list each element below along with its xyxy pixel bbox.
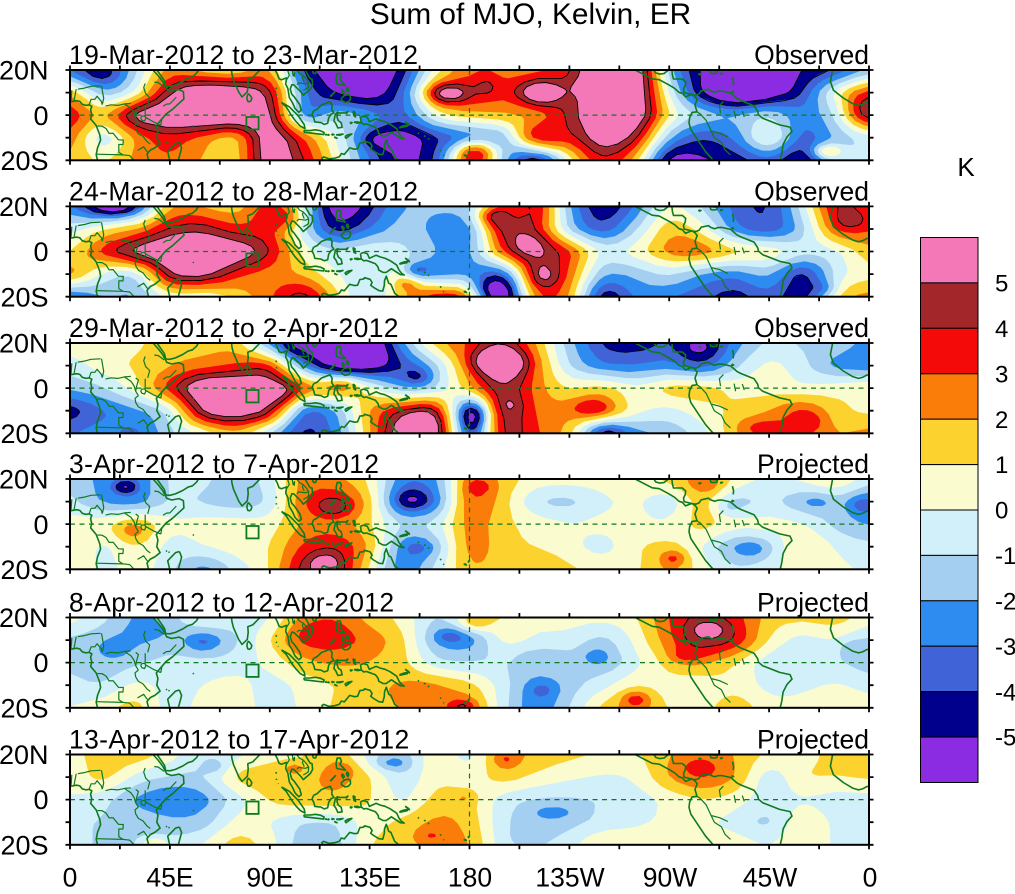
svg-text:20N: 20N [0,603,49,633]
svg-text:-4: -4 [995,679,1015,706]
svg-text:K: K [957,152,975,182]
svg-text:0: 0 [33,374,48,404]
svg-text:20N: 20N [0,56,49,86]
svg-text:0: 0 [33,237,48,267]
svg-text:3: 3 [995,361,1008,388]
svg-text:19-Mar-2012 to 23-Mar-2012: 19-Mar-2012 to 23-Mar-2012 [69,40,418,70]
svg-text:45E: 45E [146,863,193,890]
svg-text:-2: -2 [995,588,1015,615]
svg-text:1: 1 [995,452,1008,479]
svg-text:2: 2 [995,407,1008,434]
svg-text:90E: 90E [246,863,293,890]
svg-text:45W: 45W [743,863,798,890]
svg-text:Projected: Projected [757,449,869,479]
svg-text:20N: 20N [0,740,49,770]
svg-text:20S: 20S [0,419,48,449]
svg-text:Projected: Projected [757,725,869,755]
svg-text:-5: -5 [995,725,1015,752]
svg-text:8-Apr-2012 to 12-Apr-2012: 8-Apr-2012 to 12-Apr-2012 [69,588,394,618]
svg-text:180: 180 [448,863,492,890]
svg-text:20S: 20S [0,693,48,723]
svg-text:Observed: Observed [754,40,869,70]
svg-text:Observed: Observed [754,176,869,206]
svg-text:0: 0 [863,863,878,890]
svg-text:20S: 20S [0,282,48,312]
svg-text:0: 0 [995,498,1008,525]
svg-text:Projected: Projected [757,588,869,618]
svg-text:20N: 20N [0,329,49,359]
svg-text:5: 5 [995,271,1008,298]
svg-text:-1: -1 [995,543,1015,570]
svg-text:29-Mar-2012 to 2-Apr-2012: 29-Mar-2012 to 2-Apr-2012 [69,313,399,343]
svg-text:135E: 135E [339,863,401,890]
svg-text:24-Mar-2012 to 28-Mar-2012: 24-Mar-2012 to 28-Mar-2012 [69,176,418,206]
svg-text:Observed: Observed [754,313,869,343]
svg-text:0: 0 [33,785,48,815]
svg-text:13-Apr-2012 to 17-Apr-2012: 13-Apr-2012 to 17-Apr-2012 [69,725,410,755]
svg-text:20S: 20S [0,146,48,176]
svg-text:0: 0 [33,510,48,540]
svg-text:Sum of MJO, Kelvin, ER: Sum of MJO, Kelvin, ER [370,0,691,31]
svg-text:3-Apr-2012 to 7-Apr-2012: 3-Apr-2012 to 7-Apr-2012 [69,449,379,479]
svg-text:135W: 135W [535,863,604,890]
svg-text:4: 4 [995,316,1008,343]
svg-text:20S: 20S [0,830,48,860]
svg-text:20N: 20N [0,192,49,222]
svg-text:-3: -3 [995,634,1015,661]
svg-text:20S: 20S [0,555,48,585]
svg-text:0: 0 [63,863,78,890]
svg-text:20N: 20N [0,465,49,495]
svg-text:0: 0 [33,101,48,131]
svg-text:90W: 90W [643,863,698,890]
svg-text:0: 0 [33,648,48,678]
